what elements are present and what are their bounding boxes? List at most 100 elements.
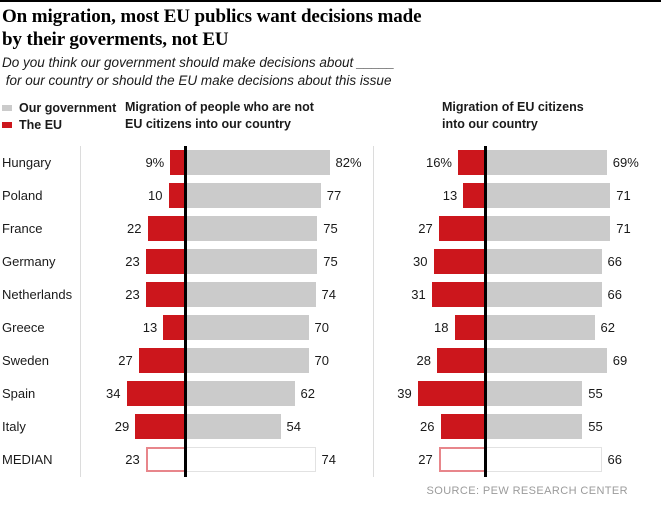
government-bar — [186, 282, 316, 307]
eu-bar — [437, 348, 486, 373]
eu-value-label: 28 — [416, 353, 431, 368]
eu-value-label: 18 — [434, 320, 449, 335]
government-bar — [486, 315, 595, 340]
eu-value-label: 27 — [118, 353, 133, 368]
eu-bar — [126, 381, 186, 406]
government-bar — [486, 282, 602, 307]
eu-value-label: 27 — [418, 452, 433, 467]
chart-subtitle: Do you think our government should make … — [2, 55, 395, 88]
government-bar — [186, 183, 321, 208]
government-bar — [186, 150, 330, 175]
eu-bar — [417, 381, 486, 406]
panel-2-eu-side: 30 — [373, 249, 486, 274]
eu-bar — [145, 447, 186, 472]
row-label: Italy — [2, 419, 26, 434]
government-value-label: 66 — [607, 452, 622, 467]
panel-2-government-side: 66 — [486, 282, 661, 307]
chart-row: Netherlands 23 74 31 66 — [0, 278, 661, 311]
legend-swatch-eu — [2, 121, 12, 128]
government-value-label: 66 — [607, 254, 622, 269]
eu-value-label: 27 — [418, 221, 433, 236]
chart-row: Hungary 9% 82% 16% 69% — [0, 146, 661, 179]
chart-row: MEDIAN 23 74 27 66 — [0, 443, 661, 476]
panel-2-government-side: 66 — [486, 249, 661, 274]
panel-2-eu-side: 27 — [373, 216, 486, 241]
panel-2-eu-side: 28 — [373, 348, 486, 373]
eu-bar — [147, 216, 186, 241]
legend-item-eu: The EU — [2, 116, 116, 133]
panel-1-eu-side: 29 — [80, 414, 186, 439]
chart-row: Poland 10 77 13 71 — [0, 179, 661, 212]
eu-bar — [438, 447, 486, 472]
government-value-label: 75 — [323, 221, 338, 236]
eu-bar — [440, 414, 486, 439]
government-value-label: 74 — [321, 452, 336, 467]
panel-1-government-side: 70 — [186, 315, 373, 340]
government-bar — [486, 447, 602, 472]
panel-2-government-side: 55 — [486, 414, 661, 439]
chart-row: Spain 34 62 39 55 — [0, 377, 661, 410]
panel-2-government-side: 71 — [486, 183, 661, 208]
eu-bar — [168, 183, 186, 208]
panel-1-government-side: 74 — [186, 447, 373, 472]
government-value-label: 62 — [300, 386, 315, 401]
eu-bar — [454, 315, 486, 340]
government-value-label: 82% — [335, 155, 362, 170]
eu-value-label: 16% — [425, 155, 452, 170]
legend-label-government: Our government — [19, 100, 117, 115]
chart-row: Italy 29 54 26 55 — [0, 410, 661, 443]
eu-value-label: 9% — [145, 155, 165, 170]
eu-bar — [433, 249, 486, 274]
eu-value-label: 13 — [442, 188, 458, 203]
eu-value-label: 23 — [125, 452, 140, 467]
legend-swatch-government — [2, 104, 12, 111]
eu-bar — [138, 348, 186, 373]
chart-row: Greece 13 70 18 62 — [0, 311, 661, 344]
panel-1-eu-side: 13 — [80, 315, 186, 340]
chart-row: France 22 75 27 71 — [0, 212, 661, 245]
eu-value-label: 10 — [148, 188, 163, 203]
eu-bar — [163, 315, 186, 340]
government-value-label: 55 — [588, 386, 603, 401]
row-label: Hungary — [2, 155, 52, 170]
eu-value-label: 26 — [420, 419, 435, 434]
government-bar — [486, 249, 602, 274]
panel-2-government-side: 55 — [486, 381, 661, 406]
panel-1-eu-side: 9% — [80, 150, 186, 175]
panel-2-eu-side: 16% — [373, 150, 486, 175]
panel-1-government-side: 82% — [186, 150, 373, 175]
chart-title: On migration, most EU publics want decis… — [2, 6, 422, 50]
government-value-label: 55 — [588, 419, 603, 434]
eu-bar — [170, 150, 186, 175]
panel-1-eu-side: 27 — [80, 348, 186, 373]
panel-2-government-side: 69% — [486, 150, 661, 175]
eu-value-label: 30 — [413, 254, 428, 269]
government-bar — [486, 150, 607, 175]
top-rule — [0, 0, 661, 2]
row-label: France — [2, 221, 43, 236]
government-value-label: 62 — [600, 320, 615, 335]
eu-value-label: 23 — [125, 254, 140, 269]
row-label: Sweden — [2, 353, 49, 368]
panel-2-eu-side: 39 — [373, 381, 486, 406]
government-bar — [486, 216, 611, 241]
row-label: Greece — [2, 320, 45, 335]
government-value-label: 77 — [326, 188, 342, 203]
government-bar — [186, 381, 295, 406]
government-value-label: 54 — [286, 419, 301, 434]
chart-row: Germany 23 75 30 66 — [0, 245, 661, 278]
panel-1-eu-side: 23 — [80, 249, 186, 274]
government-bar — [486, 414, 583, 439]
row-label: Poland — [2, 188, 43, 203]
panel-1-government-side: 75 — [186, 216, 373, 241]
panel-1-government-side: 75 — [186, 249, 373, 274]
government-value-label: 69 — [612, 353, 628, 368]
government-bar — [486, 381, 583, 406]
panel-2-government-side: 71 — [486, 216, 661, 241]
zero-axis-line-left-panel — [184, 146, 187, 477]
panel-1-eu-side: 23 — [80, 282, 186, 307]
eu-value-label: 31 — [411, 287, 426, 302]
eu-bar — [135, 414, 186, 439]
panel-1-government-side: 62 — [186, 381, 373, 406]
government-value-label: 70 — [314, 320, 329, 335]
